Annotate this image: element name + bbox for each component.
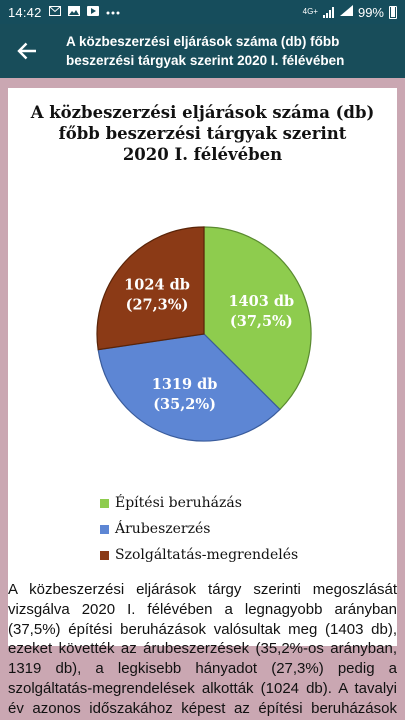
legend-item-arubeszerzes: Árubeszerzés xyxy=(100,516,298,542)
media-icon xyxy=(86,5,99,19)
status-bar: 14:42 4G+ 99% xyxy=(0,0,405,24)
value-label-epitesi: 1403 db xyxy=(228,293,294,310)
gmail-icon xyxy=(48,5,61,19)
chart-title-line-1: A közbeszerzési eljárások száma (db) xyxy=(30,103,375,122)
more-notifications-icon xyxy=(106,7,120,18)
value-label-szolgaltatas: 1024 db xyxy=(124,276,190,293)
app-bar: A közbeszerzési eljárások száma (db) főb… xyxy=(0,24,405,78)
legend-swatch-arubeszerzes xyxy=(100,524,109,534)
value-label-arubeszerzes: 1319 db xyxy=(152,376,218,393)
percent-label-epitesi: (37,5%) xyxy=(230,313,293,330)
legend-label-arubeszerzes: Árubeszerzés xyxy=(115,521,211,537)
chart-title-line-2: főbb beszerzési tárgyak szerint xyxy=(58,124,347,143)
battery-percent: 99% xyxy=(357,4,384,20)
status-time: 14:42 xyxy=(8,4,42,20)
page-title: A közbeszerzési eljárások száma (db) főb… xyxy=(66,34,345,68)
legend-item-szolgaltatas: Szolgáltatás-megrendelés xyxy=(100,542,298,568)
legend-swatch-szolgaltatas xyxy=(100,550,109,560)
battery-icon xyxy=(389,5,397,19)
slice-arubeszerzes xyxy=(97,333,281,442)
pie-chart: 1403 db (37,5%) 1319 db (35,2%) 1024 db (27,3… xyxy=(96,226,312,442)
arrow-left-icon xyxy=(17,42,36,60)
chart-card: A közbeszerzési eljárások száma (db) főb… xyxy=(8,88,397,646)
slice-epitesi xyxy=(203,226,312,411)
legend-label-epitesi: Építési beruházás xyxy=(115,495,242,511)
back-button[interactable] xyxy=(0,24,54,78)
signal-icon xyxy=(322,6,335,18)
content-area: A közbeszerzési eljárások száma (db) főb… xyxy=(0,78,405,720)
network-type: 4G+ xyxy=(302,7,318,16)
slice-szolgaltatas xyxy=(96,226,205,351)
chart-title-line-3: 2020 I. félévében xyxy=(122,145,283,164)
chart-legend: Építési beruházás Árubeszerzés Szolgálta… xyxy=(100,490,298,568)
status-right: 4G+ 99% xyxy=(303,5,397,20)
chart-title: A közbeszerzési eljárások száma (db) főb… xyxy=(8,102,397,165)
legend-swatch-epitesi xyxy=(100,498,109,508)
percent-label-szolgaltatas: (27,3%) xyxy=(126,296,189,313)
article-paragraph: A közbeszerzési eljárások tárgy szerinti… xyxy=(8,581,397,720)
legend-label-szolgaltatas: Szolgáltatás-megrendelés xyxy=(115,547,299,563)
legend-item-epitesi: Építési beruházás xyxy=(100,490,298,516)
image-icon xyxy=(67,5,80,19)
percent-label-arubeszerzes: (35,2%) xyxy=(153,396,216,413)
status-left: 14:42 xyxy=(8,5,120,20)
wifi-signal-icon xyxy=(339,5,353,19)
